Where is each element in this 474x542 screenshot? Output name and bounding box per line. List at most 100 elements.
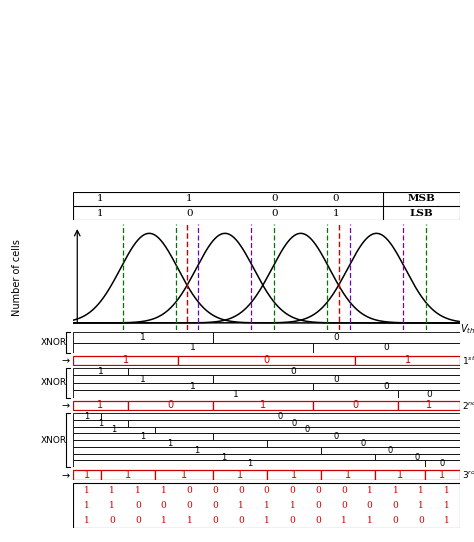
Text: 0: 0 (383, 343, 389, 352)
Bar (266, 470, 321, 480)
Bar (73, 376, 212, 383)
Text: 0: 0 (415, 453, 420, 462)
Text: 1: 1 (84, 470, 90, 480)
Text: 1: 1 (97, 195, 104, 203)
Text: 0: 0 (135, 515, 141, 525)
Text: 1: 1 (439, 470, 446, 480)
Bar (375, 454, 460, 460)
Bar (73, 401, 128, 410)
Text: 1: 1 (367, 515, 373, 525)
Bar (73, 434, 212, 440)
Text: $\rightarrow$: $\rightarrow$ (60, 470, 71, 480)
Bar (73, 332, 212, 343)
Text: 0: 0 (333, 195, 339, 203)
Text: 1: 1 (83, 486, 89, 495)
Text: 1: 1 (109, 501, 115, 510)
Bar (73, 383, 313, 390)
Text: 0: 0 (290, 515, 295, 525)
Text: 1: 1 (264, 515, 270, 525)
Text: XNOR: XNOR (40, 436, 66, 444)
Text: 0: 0 (186, 501, 192, 510)
Text: 1: 1 (83, 501, 89, 510)
Text: 0: 0 (341, 501, 347, 510)
Text: $V_{th}$ (V): $V_{th}$ (V) (460, 322, 474, 336)
Bar (73, 460, 425, 467)
Text: 1: 1 (426, 401, 432, 410)
Text: 0: 0 (135, 501, 141, 510)
Text: 0: 0 (383, 382, 389, 391)
Bar (212, 376, 460, 383)
Text: 1: 1 (191, 382, 196, 391)
Bar (425, 470, 460, 480)
Text: 0: 0 (388, 446, 393, 455)
Text: 0: 0 (418, 515, 424, 525)
Text: 1: 1 (237, 470, 243, 480)
Text: 0: 0 (426, 390, 432, 398)
Bar (73, 454, 375, 460)
Text: 0: 0 (186, 209, 192, 217)
Bar (73, 427, 155, 434)
Text: 1: 1 (161, 486, 166, 495)
Text: 0: 0 (264, 356, 270, 365)
Bar (73, 470, 100, 480)
Text: 0: 0 (352, 401, 358, 410)
Text: 0: 0 (334, 432, 339, 441)
Text: 1: 1 (221, 453, 227, 462)
Bar (212, 332, 460, 343)
Bar (398, 390, 460, 398)
Bar (356, 356, 460, 365)
Text: 0: 0 (291, 367, 297, 376)
Text: 1: 1 (367, 486, 373, 495)
Text: 1: 1 (186, 515, 192, 525)
Text: 1: 1 (181, 470, 187, 480)
Text: 0: 0 (271, 209, 278, 217)
Text: 1: 1 (345, 470, 351, 480)
Text: 0: 0 (212, 501, 218, 510)
Text: XNOR: XNOR (40, 338, 66, 347)
Bar (73, 356, 178, 365)
Text: 0: 0 (109, 515, 115, 525)
Bar (73, 368, 128, 376)
Text: 1: 1 (186, 195, 192, 203)
Text: 1: 1 (111, 425, 117, 435)
Text: 1: 1 (84, 412, 90, 421)
Bar (398, 401, 460, 410)
Text: 0: 0 (361, 439, 366, 448)
Text: MSB: MSB (407, 195, 435, 203)
Text: 1: 1 (341, 515, 347, 525)
Bar (266, 440, 460, 447)
Text: 1: 1 (392, 486, 398, 495)
Bar (155, 470, 212, 480)
Text: 0: 0 (212, 515, 218, 525)
Text: 1: 1 (140, 375, 146, 384)
Bar (321, 447, 460, 454)
Text: 1: 1 (83, 515, 89, 525)
Text: 0: 0 (333, 375, 339, 384)
Text: 1: 1 (238, 501, 244, 510)
Text: 1: 1 (233, 390, 238, 398)
Bar (425, 460, 460, 467)
Text: 1: 1 (135, 486, 141, 495)
Text: 1: 1 (191, 343, 196, 352)
Text: 0: 0 (367, 501, 373, 510)
Text: 1: 1 (140, 432, 146, 441)
Text: $\rightarrow$: $\rightarrow$ (60, 401, 71, 410)
Bar (73, 440, 266, 447)
Text: 0: 0 (440, 459, 445, 468)
Text: 0: 0 (305, 425, 310, 435)
Text: 2$^{nd}$ bit: 2$^{nd}$ bit (462, 399, 474, 411)
Bar (313, 343, 460, 353)
Bar (100, 413, 460, 420)
Bar (321, 470, 375, 480)
Text: 1: 1 (246, 459, 252, 468)
Text: 0: 0 (238, 486, 244, 495)
Text: 1: 1 (123, 356, 128, 365)
Text: 1: 1 (418, 501, 424, 510)
Text: 1: 1 (444, 515, 450, 525)
Text: 0: 0 (392, 515, 398, 525)
Text: 0: 0 (264, 486, 270, 495)
Text: 1: 1 (333, 209, 339, 217)
Text: 0: 0 (291, 418, 296, 428)
Bar (73, 447, 321, 454)
Text: 0: 0 (161, 501, 166, 510)
